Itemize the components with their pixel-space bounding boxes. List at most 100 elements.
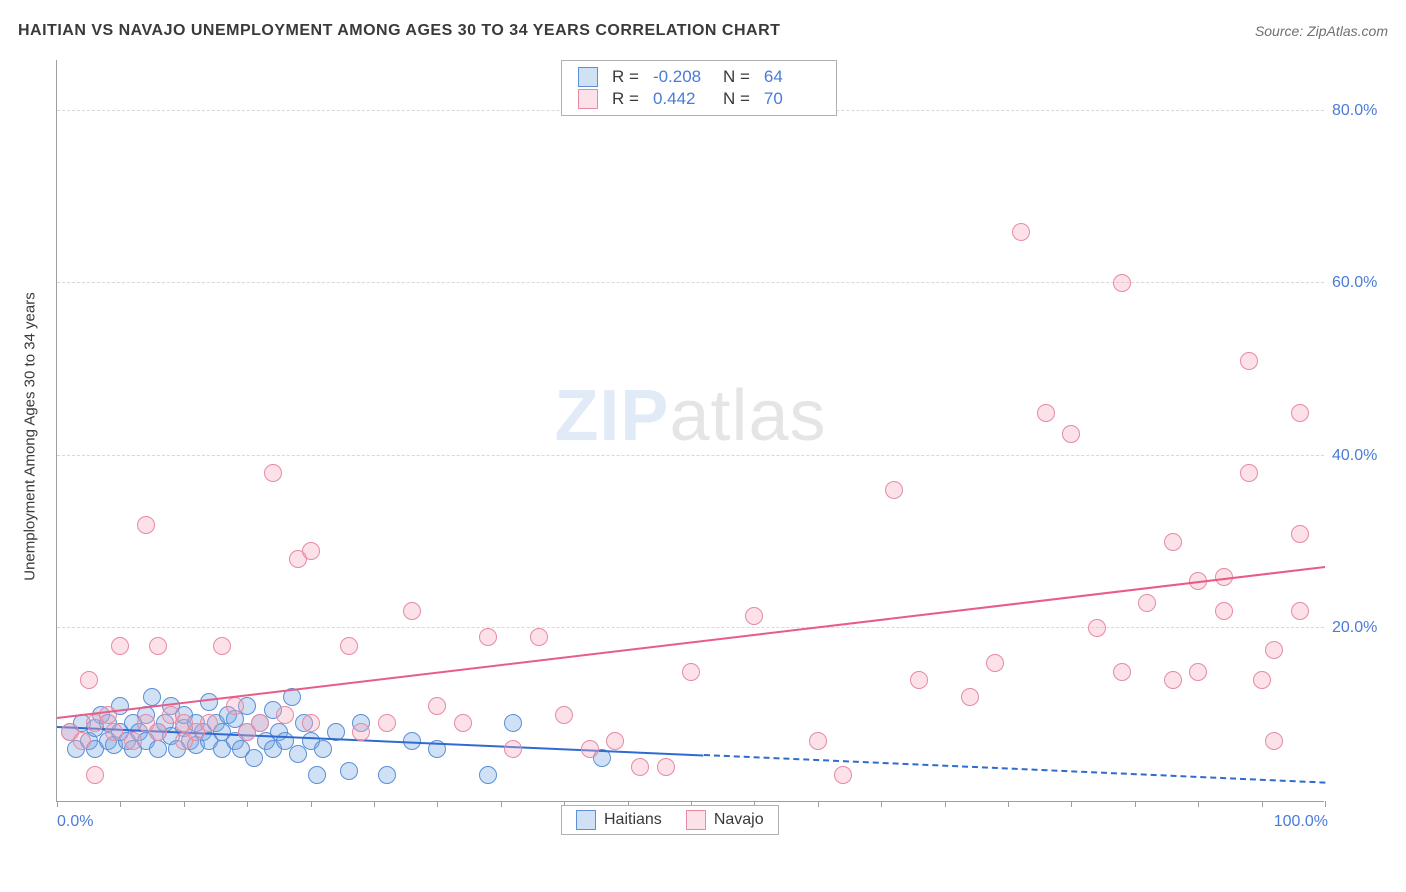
scatter-marker [809, 732, 827, 750]
stat-n-label: N = [723, 67, 750, 87]
scatter-marker [1265, 641, 1283, 659]
scatter-marker [1240, 464, 1258, 482]
scatter-marker [631, 758, 649, 776]
scatter-marker [245, 749, 263, 767]
scatter-marker [314, 740, 332, 758]
scatter-marker [885, 481, 903, 499]
scatter-marker [454, 714, 472, 732]
y-axis-title: Unemployment Among Ages 30 to 34 years [22, 277, 39, 597]
scatter-marker [504, 740, 522, 758]
gridline [57, 455, 1324, 456]
stat-r-value: 0.442 [653, 89, 709, 109]
scatter-marker [1012, 223, 1030, 241]
scatter-marker [961, 688, 979, 706]
x-tick [1071, 801, 1072, 807]
header: HAITIAN VS NAVAJO UNEMPLOYMENT AMONG AGE… [0, 0, 1406, 48]
stat-r-label: R = [612, 67, 639, 87]
scatter-marker [340, 637, 358, 655]
scatter-marker [99, 706, 117, 724]
scatter-marker [682, 663, 700, 681]
scatter-marker [504, 714, 522, 732]
x-tick [1325, 801, 1326, 807]
source-credit: Source: ZipAtlas.com [1255, 23, 1388, 39]
scatter-marker [403, 602, 421, 620]
scatter-marker [302, 714, 320, 732]
stat-n-value: 64 [764, 67, 820, 87]
scatter-marker [352, 723, 370, 741]
gridline [57, 627, 1324, 628]
scatter-marker [105, 723, 123, 741]
series-swatch [686, 810, 706, 830]
scatter-marker [581, 740, 599, 758]
x-tick [1262, 801, 1263, 807]
scatter-marker [80, 671, 98, 689]
scatter-marker [986, 654, 1004, 672]
source-name: ZipAtlas.com [1307, 23, 1388, 39]
scatter-marker [657, 758, 675, 776]
stats-row: R = 0.442 N = 70 [578, 89, 820, 109]
series-swatch [576, 810, 596, 830]
scatter-marker [745, 607, 763, 625]
scatter-marker [86, 766, 104, 784]
scatter-marker [1253, 671, 1271, 689]
scatter-marker [143, 688, 161, 706]
gridline [57, 282, 1324, 283]
stat-n-label: N = [723, 89, 750, 109]
x-tick [1198, 801, 1199, 807]
scatter-marker [1037, 404, 1055, 422]
scatter-marker [555, 706, 573, 724]
scatter-marker [378, 714, 396, 732]
x-tick [57, 801, 58, 807]
scatter-marker [834, 766, 852, 784]
scatter-marker [124, 732, 142, 750]
scatter-marker [1138, 594, 1156, 612]
x-tick [184, 801, 185, 807]
stat-r-value: -0.208 [653, 67, 709, 87]
x-axis-max-label: 100.0% [1274, 813, 1328, 831]
page-title: HAITIAN VS NAVAJO UNEMPLOYMENT AMONG AGE… [18, 22, 780, 40]
legend-label: Navajo [714, 811, 764, 829]
scatter-marker [1113, 663, 1131, 681]
scatter-marker [530, 628, 548, 646]
scatter-marker [479, 628, 497, 646]
scatter-marker [1164, 671, 1182, 689]
x-tick [881, 801, 882, 807]
stats-box: R = -0.208 N = 64 R = 0.442 N = 70 [561, 60, 837, 116]
scatter-marker [1215, 602, 1233, 620]
source-prefix: Source: [1255, 23, 1307, 39]
watermark-atlas: atlas [669, 376, 826, 456]
legend: Haitians Navajo [561, 805, 779, 835]
scatter-marker [910, 671, 928, 689]
stat-r-label: R = [612, 89, 639, 109]
series-swatch [578, 89, 598, 109]
x-tick [247, 801, 248, 807]
scatter-marker [226, 697, 244, 715]
scatter-marker [1291, 404, 1309, 422]
legend-item: Navajo [686, 810, 764, 830]
legend-label: Haitians [604, 811, 662, 829]
scatter-marker [1088, 619, 1106, 637]
scatter-marker [149, 637, 167, 655]
stat-n-value: 70 [764, 89, 820, 109]
scatter-marker [1062, 425, 1080, 443]
x-tick [945, 801, 946, 807]
x-tick [311, 801, 312, 807]
scatter-marker [111, 637, 129, 655]
legend-item: Haitians [576, 810, 662, 830]
scatter-marker [428, 697, 446, 715]
scatter-marker [1265, 732, 1283, 750]
scatter-marker [302, 542, 320, 560]
watermark-zip: ZIP [554, 376, 669, 456]
trend-line [57, 566, 1325, 719]
x-tick [120, 801, 121, 807]
scatter-marker [1164, 533, 1182, 551]
stats-row: R = -0.208 N = 64 [578, 67, 820, 87]
scatter-marker [251, 714, 269, 732]
scatter-marker [1291, 525, 1309, 543]
x-tick [437, 801, 438, 807]
scatter-marker [200, 714, 218, 732]
x-tick [1135, 801, 1136, 807]
series-swatch [578, 67, 598, 87]
scatter-marker [1113, 274, 1131, 292]
y-tick-label: 80.0% [1332, 102, 1392, 120]
